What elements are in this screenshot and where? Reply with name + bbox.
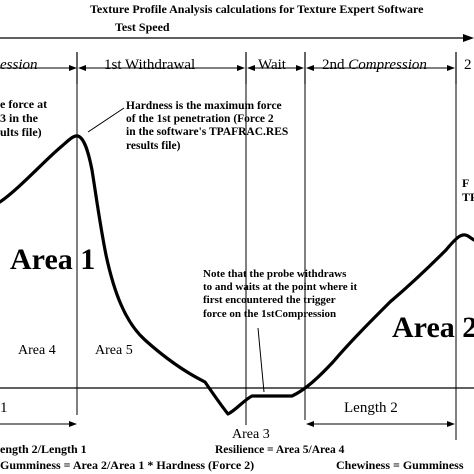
timeline-arrow-head <box>463 34 474 42</box>
springiness-formula: ength 2/Length 1 <box>0 442 87 456</box>
area4-label: Area 4 <box>18 343 56 358</box>
phase-wait-label: Wait <box>258 57 286 73</box>
length1-label: 1 <box>0 400 8 416</box>
left-force-note: e force at 3 in the ults file) <box>0 97 48 139</box>
chewiness-formula: Chewiness = Gumminess <box>336 458 464 472</box>
phase-right-cut-label: 2 <box>464 57 472 73</box>
gumminess-formula: Gumminess = Area 2/Area 1 * Hardness (Fo… <box>0 458 255 472</box>
hardness-pointer <box>87 107 125 133</box>
area2-label: Area 2 <box>392 311 474 344</box>
diagram-title: Texture Profile Analysis calculations fo… <box>90 2 424 16</box>
phase-compression2-label: 2nd Compression <box>322 57 427 74</box>
resilience-formula: Resilience = Area 5/Area 4 <box>215 444 345 456</box>
test-speed-label: Test Speed <box>115 20 170 34</box>
hardness-note: Hardness is the maximum force of the 1st… <box>126 100 289 152</box>
area5-label: Area 5 <box>95 343 133 358</box>
force-curve <box>0 134 474 416</box>
phase-compression2-prefix: 2nd <box>322 57 345 73</box>
area3-label: Area 3 <box>232 427 270 442</box>
phase-compression-label: ession <box>0 57 38 73</box>
area1-label: Area 1 <box>10 243 96 276</box>
probe-note-pointer <box>257 327 265 393</box>
phase-withdrawal-label: 1st Withdrawal <box>104 57 196 73</box>
phase-compression2-word: Compression <box>348 57 427 73</box>
length2-label: Length 2 <box>344 400 398 416</box>
probe-withdraw-note: Note that the probe withdraws to and wai… <box>203 268 358 320</box>
right-cut-note: F TPA <box>462 176 474 205</box>
